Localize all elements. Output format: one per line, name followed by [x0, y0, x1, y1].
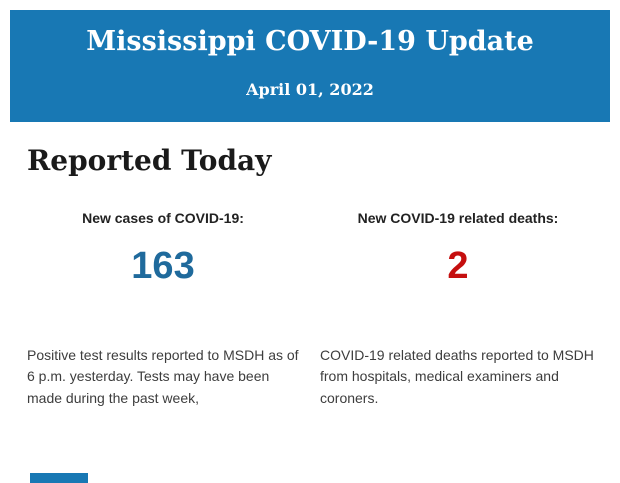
page-title: Mississippi COVID-19 Update [86, 26, 534, 57]
new-deaths-description: COVID-19 related deaths reported to MSDH… [320, 346, 594, 406]
new-deaths-label: New COVID-19 related deaths: [357, 209, 559, 226]
new-deaths-value: 2 [447, 244, 469, 287]
next-section-peek [30, 473, 88, 483]
new-cases-description: Positive test results reported to MSDH a… [27, 346, 299, 406]
reported-today-section: Reported Today New cases of COVID-19: 16… [0, 144, 620, 410]
section-heading: Reported Today [27, 144, 272, 177]
stat-new-cases: New cases of COVID-19: 163 Positive test… [0, 210, 310, 410]
report-date: April 01, 2022 [246, 79, 374, 99]
stat-new-deaths: New COVID-19 related deaths: 2 COVID-19 … [310, 210, 620, 410]
new-cases-label: New cases of COVID-19: [82, 209, 244, 226]
new-cases-value: 163 [131, 244, 195, 287]
header-banner: Mississippi COVID-19 Update April 01, 20… [10, 10, 610, 122]
stats-columns: New cases of COVID-19: 163 Positive test… [0, 210, 620, 410]
